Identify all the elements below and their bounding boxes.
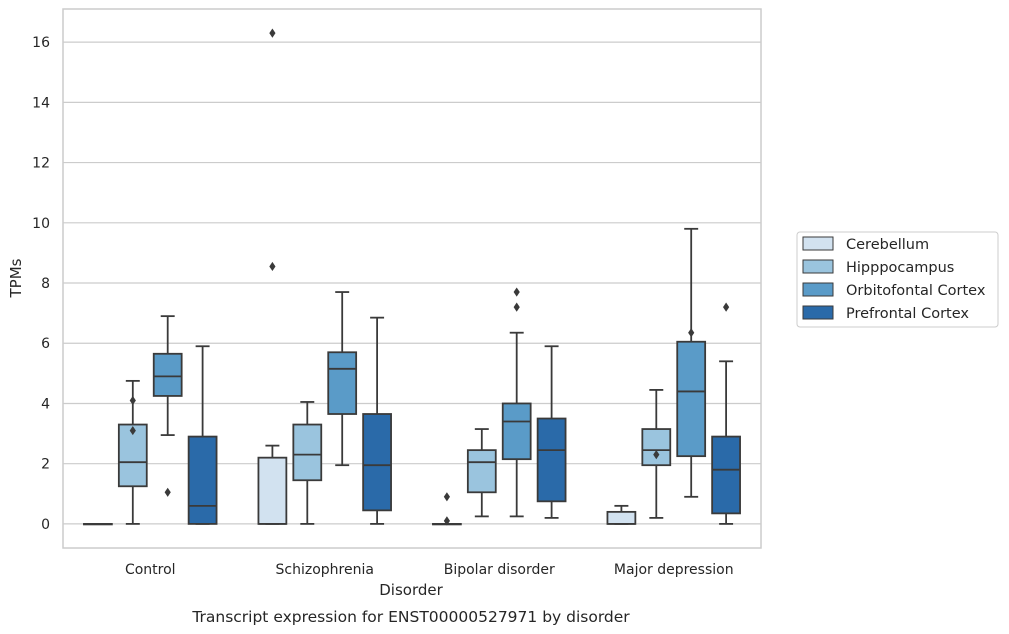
box-iqr xyxy=(466,449,497,494)
y-tick-label: 12 xyxy=(32,156,50,172)
legend-swatch xyxy=(802,282,834,297)
y-axis-title: TPMs xyxy=(7,258,25,298)
legend-swatch xyxy=(802,259,834,274)
box-cerebellum xyxy=(83,523,113,526)
legend-frame xyxy=(796,231,999,328)
y-tick-label: 10 xyxy=(32,216,50,232)
box-prefrontal-cortex xyxy=(187,345,218,525)
box-iqr xyxy=(327,351,358,415)
box-orbitofontal-cortex xyxy=(676,227,707,498)
box-hipppocampus xyxy=(117,379,148,525)
box-iqr xyxy=(711,435,741,515)
boxes xyxy=(83,28,741,526)
y-tick-label: 6 xyxy=(41,336,50,352)
y-tick-label: 0 xyxy=(41,517,50,533)
box-cerebellum xyxy=(606,504,637,525)
box-prefrontal-cortex xyxy=(536,345,567,519)
gridlines xyxy=(63,41,761,525)
outlier-point xyxy=(513,302,520,312)
box-hipppocampus xyxy=(292,401,323,525)
y-tick-label: 4 xyxy=(41,396,50,412)
box-iqr xyxy=(536,417,567,503)
legend-label: Hipppocampus xyxy=(846,260,954,276)
y-tick-labels: 0 2 4 6 8 10 12 14 16 xyxy=(32,35,50,533)
x-tick-labels: Control Schizophrenia Bipolar disorder Majo… xyxy=(125,562,734,578)
outlier-point xyxy=(688,328,695,338)
box-cerebellum xyxy=(257,28,288,525)
box-iqr xyxy=(501,402,532,461)
box-iqr xyxy=(362,413,392,512)
box-iqr xyxy=(187,435,218,525)
legend-label: Prefrontal Cortex xyxy=(846,306,969,322)
outlier-point xyxy=(723,302,730,312)
box-hipppocampus xyxy=(466,428,497,518)
legend-swatch xyxy=(802,305,834,320)
box-iqr xyxy=(606,510,637,525)
box-prefrontal-cortex xyxy=(711,302,741,525)
box-iqr xyxy=(152,352,183,397)
box-hipppocampus xyxy=(641,389,672,519)
box-orbitofontal-cortex xyxy=(501,287,532,518)
x-tick-label: Control xyxy=(125,562,176,578)
box-iqr xyxy=(641,428,672,467)
y-tick-label: 2 xyxy=(41,457,50,473)
y-tick-label: 14 xyxy=(32,95,50,111)
legend-label: Cerebellum xyxy=(846,237,929,253)
x-tick-label: Bipolar disorder xyxy=(444,562,555,578)
legend-swatch xyxy=(802,236,834,251)
outlier-point xyxy=(269,261,276,272)
box-orbitofontal-cortex xyxy=(327,291,358,467)
outlier-point xyxy=(443,492,450,502)
outlier-point xyxy=(129,395,136,406)
box-cerebellum xyxy=(432,492,462,526)
x-axis-title: Disorder xyxy=(379,581,443,599)
y-tick-label: 8 xyxy=(41,276,50,292)
outlier-point xyxy=(653,450,660,460)
y-tick-label: 16 xyxy=(32,35,50,51)
box-orbitofontal-cortex xyxy=(152,315,183,497)
plot-frame xyxy=(62,8,762,549)
outlier-point xyxy=(513,287,520,297)
x-tick-label: Major depression xyxy=(614,562,734,578)
box-prefrontal-cortex xyxy=(362,316,392,525)
legend-label: Orbitofontal Cortex xyxy=(846,283,986,299)
box-iqr xyxy=(292,423,323,482)
outlier-point xyxy=(129,425,136,436)
box-iqr xyxy=(257,456,288,525)
x-tick-label: Schizophrenia xyxy=(276,562,374,578)
figure-caption: Transcript expression for ENST0000052797… xyxy=(191,608,630,626)
box-iqr xyxy=(676,340,707,458)
outlier-point xyxy=(443,516,450,526)
outlier-point xyxy=(164,487,171,497)
outlier-point xyxy=(269,28,276,38)
legend: Cerebellum Hipppocampus Orbitofontal Corte… xyxy=(796,231,999,328)
